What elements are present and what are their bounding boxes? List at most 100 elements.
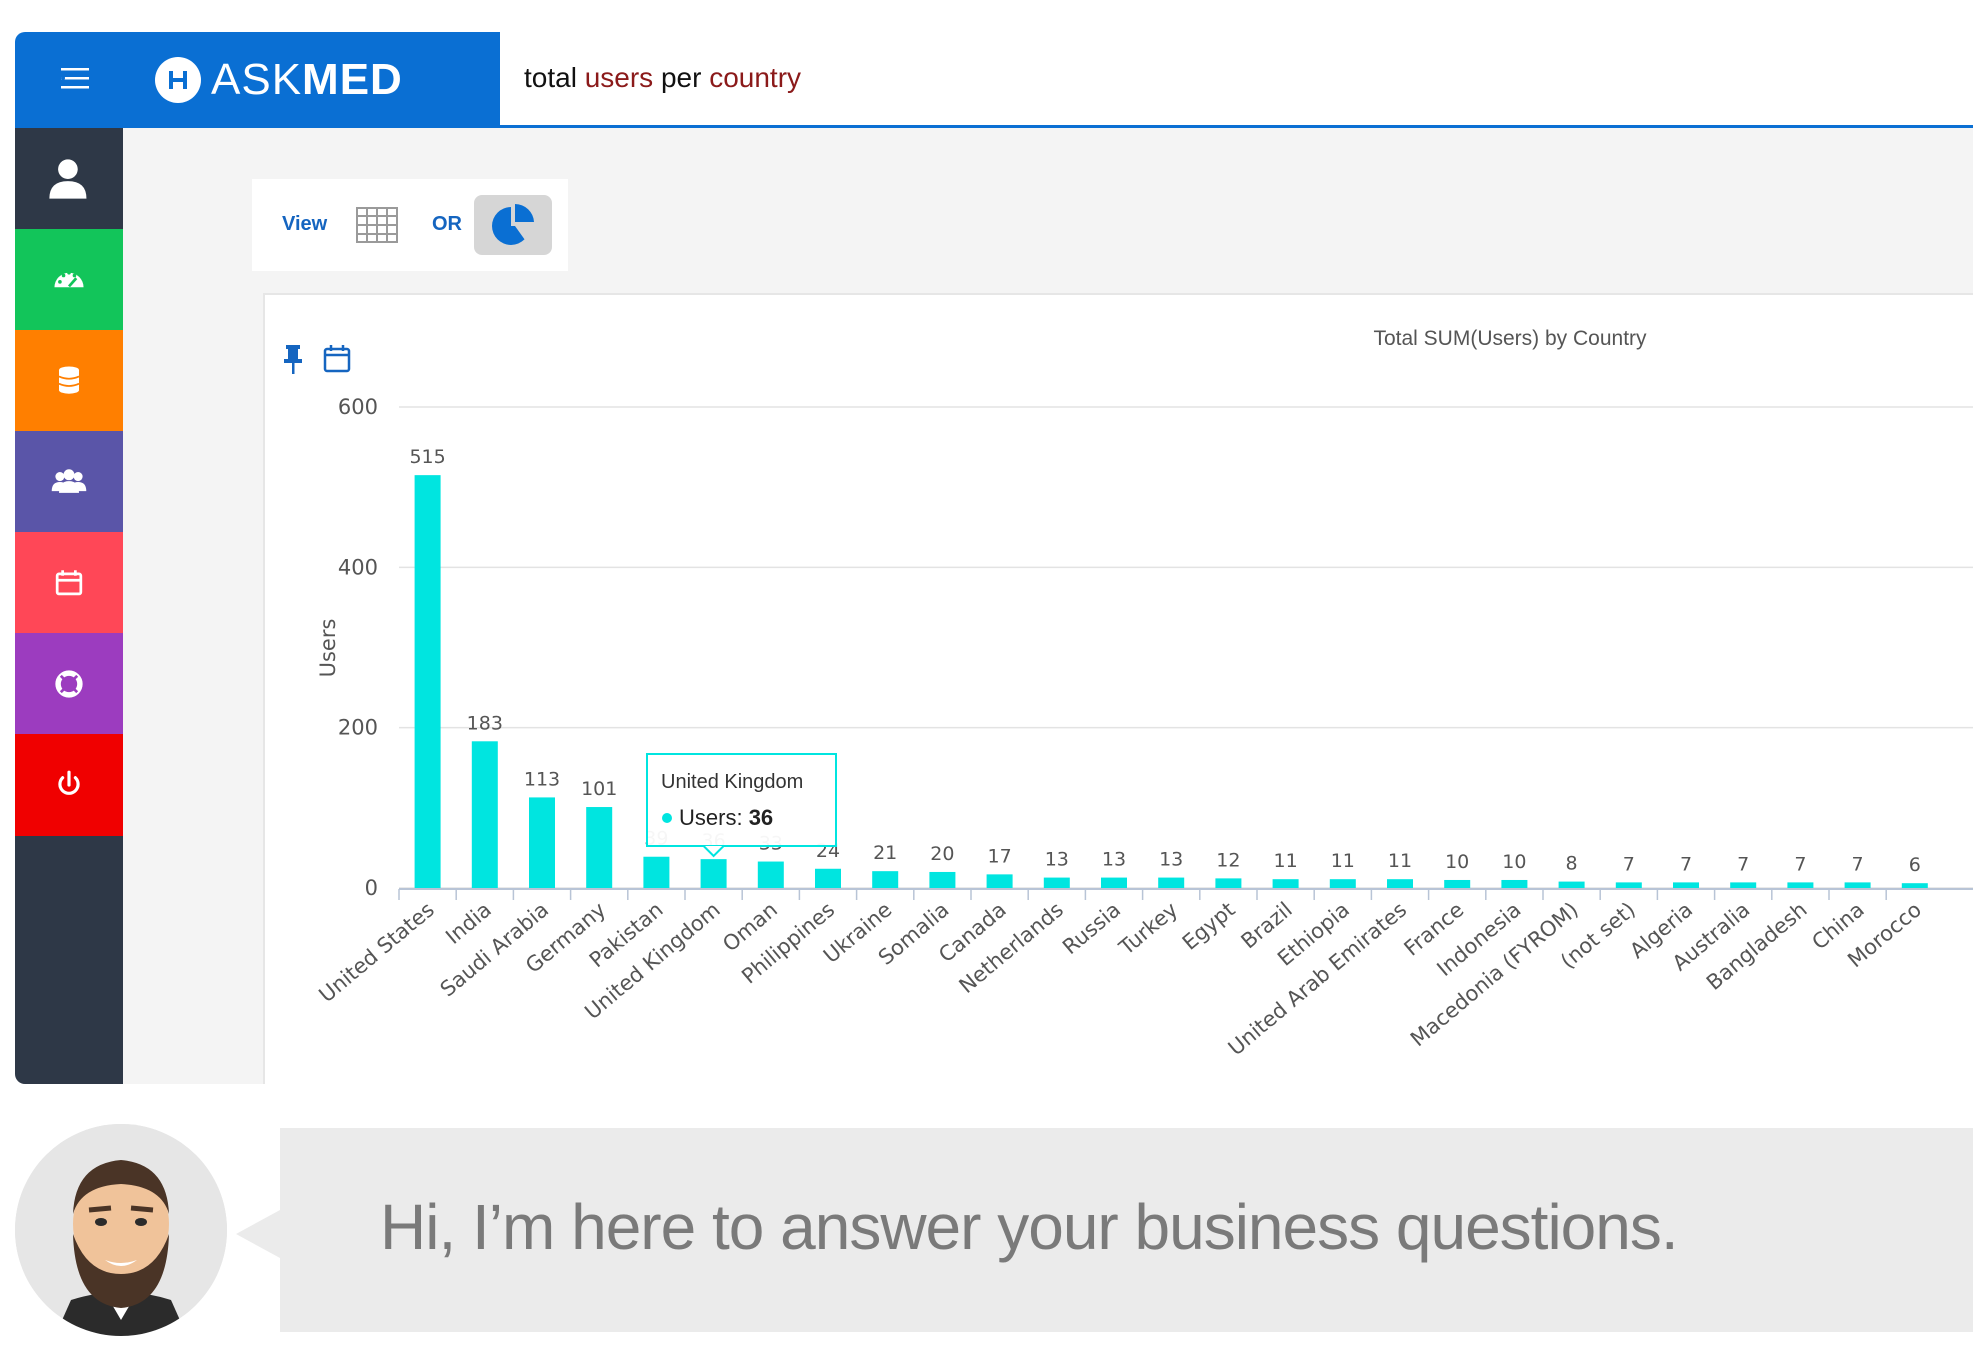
sidebar-item-profile[interactable] <box>15 128 123 230</box>
sidebar-item-logout[interactable] <box>15 734 123 836</box>
table-view-button[interactable] <box>356 207 398 243</box>
or-label: OR <box>432 213 462 236</box>
tooltip-box <box>647 754 836 846</box>
speech-bubble-tail <box>236 1210 280 1258</box>
bar <box>929 872 955 888</box>
bar <box>643 857 669 888</box>
bar <box>758 862 784 888</box>
bearded-man-avatar <box>15 1124 227 1336</box>
hamburger-menu-button[interactable] <box>57 64 93 94</box>
data-label: 12 <box>1216 849 1240 871</box>
app-window: ASKMED total users per country View OR <box>15 32 1973 1084</box>
data-label: 7 <box>1794 853 1806 875</box>
data-label: 13 <box>1159 849 1183 871</box>
x-tick-label: Egypt <box>1178 897 1240 954</box>
bar <box>529 797 555 888</box>
dashboard-gauge-icon <box>49 260 89 300</box>
chart-view-button[interactable] <box>474 195 552 255</box>
bar-chart: Total SUM(Users) by Country 0 200 400 600 Use… <box>265 295 1973 1084</box>
chat-area: Hi, I’m here to answer your business que… <box>0 1100 1973 1358</box>
bar <box>1559 882 1585 888</box>
bar <box>1215 878 1241 888</box>
bar <box>415 475 441 888</box>
brand-mark-icon <box>155 57 201 103</box>
tooltip-series-label: Users: <box>679 805 749 830</box>
x-tick-label: Turkey <box>1114 897 1183 960</box>
y-axis-label: Users <box>316 619 340 678</box>
data-label: 7 <box>1623 853 1635 875</box>
tooltip-value: Users: 36 <box>679 805 773 830</box>
users-group-icon <box>49 462 89 502</box>
sidebar-item-team[interactable] <box>15 431 123 533</box>
hamburger-icon <box>57 64 93 94</box>
y-tick-label: 600 <box>338 395 378 419</box>
bar <box>1902 883 1928 888</box>
data-label: 10 <box>1445 851 1469 873</box>
tooltip-series-value: 36 <box>749 805 773 830</box>
bar <box>1730 882 1756 888</box>
bar <box>1273 879 1299 888</box>
header-logo-area: ASKMED <box>15 32 500 128</box>
view-toggle: View OR <box>252 179 568 271</box>
bar <box>701 859 727 888</box>
life-ring-icon <box>49 664 89 704</box>
x-tick-label: United States <box>314 897 438 1007</box>
bar <box>1616 882 1642 888</box>
data-label: 21 <box>873 842 897 864</box>
sidebar-item-calendar[interactable] <box>15 532 123 634</box>
chart-panel: Total SUM(Users) by Country 0 200 400 600 Use… <box>263 293 1973 1084</box>
bar <box>1444 880 1470 888</box>
tooltip-category: United Kingdom <box>661 771 803 793</box>
query-input[interactable]: total users per country <box>500 32 1973 128</box>
bar <box>1673 882 1699 888</box>
bar <box>1330 879 1356 888</box>
y-tick-label: 0 <box>365 876 378 900</box>
bar <box>815 869 841 888</box>
query-keyword: users <box>585 62 653 93</box>
sidebar-item-database[interactable] <box>15 330 123 432</box>
power-icon <box>49 765 89 805</box>
data-label: 7 <box>1737 853 1749 875</box>
x-tick-label: Bangladesh <box>1702 897 1812 995</box>
data-label: 7 <box>1852 853 1864 875</box>
data-label: 11 <box>1388 850 1412 872</box>
data-label: 515 <box>409 446 445 468</box>
data-label: 7 <box>1680 853 1692 875</box>
bar <box>1044 878 1070 888</box>
database-icon <box>49 361 89 401</box>
bar <box>872 871 898 888</box>
y-tick-label: 400 <box>338 555 378 579</box>
sidebar-item-support[interactable] <box>15 633 123 735</box>
sidebar <box>15 128 123 1084</box>
data-label: 10 <box>1502 851 1526 873</box>
data-label: 17 <box>988 845 1012 867</box>
bar <box>1158 878 1184 888</box>
assistant-greeting: Hi, I’m here to answer your business que… <box>380 1190 1678 1264</box>
bar <box>1845 882 1871 888</box>
brand-name-part2: MED <box>302 55 403 104</box>
data-label: 183 <box>467 712 503 734</box>
data-label: 13 <box>1045 849 1069 871</box>
bar <box>586 807 612 888</box>
query-word: per <box>653 62 709 93</box>
brand-name: ASKMED <box>211 54 403 106</box>
sidebar-item-dashboard[interactable] <box>15 229 123 331</box>
brand-logo[interactable]: ASKMED <box>155 54 403 106</box>
calendar-icon <box>49 563 89 603</box>
query-keyword: country <box>709 62 801 93</box>
query-word: total <box>524 62 585 93</box>
bar <box>1387 879 1413 888</box>
bar <box>1101 878 1127 888</box>
bar <box>472 741 498 888</box>
data-label: 11 <box>1331 850 1355 872</box>
data-label: 8 <box>1566 853 1578 875</box>
user-icon <box>45 155 93 203</box>
table-grid-icon <box>356 207 398 243</box>
chart-title: Total SUM(Users) by Country <box>1373 327 1647 350</box>
data-label: 101 <box>581 778 617 800</box>
data-label: 13 <box>1102 849 1126 871</box>
speech-bubble: Hi, I’m here to answer your business que… <box>280 1128 1973 1332</box>
y-tick-label: 200 <box>338 716 378 740</box>
data-label: 20 <box>930 843 954 865</box>
bar <box>1501 880 1527 888</box>
